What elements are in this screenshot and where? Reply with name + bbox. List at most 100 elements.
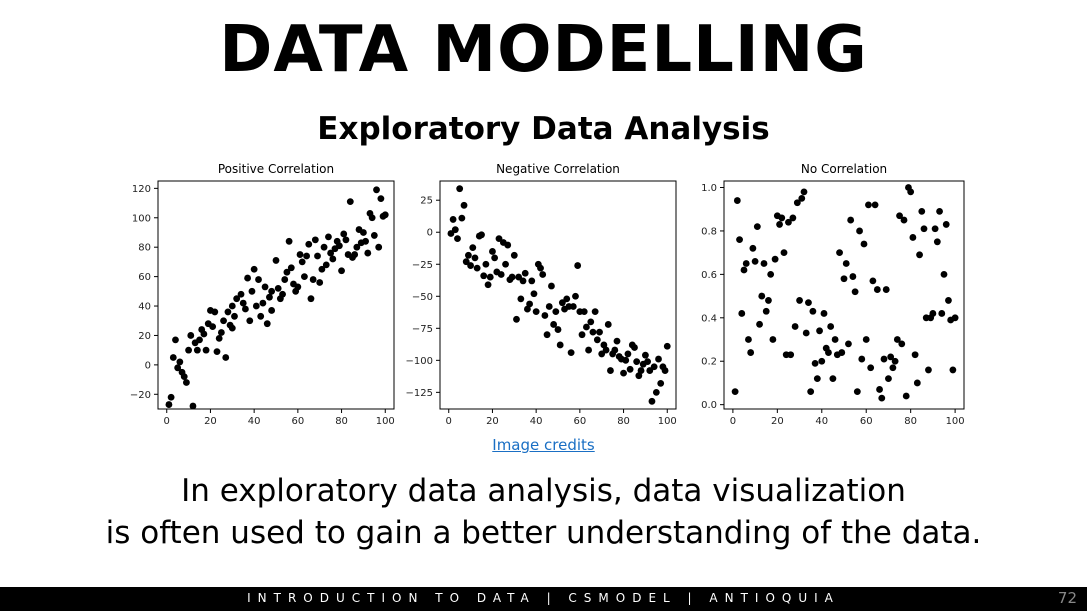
data-point bbox=[622, 356, 630, 364]
data-point bbox=[918, 208, 926, 215]
data-point bbox=[802, 329, 810, 337]
y-tick-label: 0.0 bbox=[701, 400, 717, 411]
data-point bbox=[327, 249, 335, 257]
data-point bbox=[585, 346, 592, 354]
data-point bbox=[239, 299, 247, 307]
plot-frame bbox=[439, 180, 677, 410]
data-point bbox=[550, 321, 558, 328]
data-point bbox=[360, 229, 367, 236]
data-point bbox=[762, 307, 770, 315]
data-point bbox=[880, 355, 888, 363]
data-point bbox=[578, 331, 586, 339]
x-tick-label: 20 bbox=[486, 416, 499, 427]
data-point bbox=[532, 308, 540, 316]
data-point bbox=[911, 351, 919, 359]
data-point bbox=[572, 292, 579, 300]
image-credits-link[interactable]: Image credits bbox=[492, 436, 595, 454]
x-tick-label: 40 bbox=[815, 416, 828, 427]
data-point bbox=[767, 270, 775, 278]
y-tick-label: −20 bbox=[130, 390, 151, 401]
x-tick-label: 0 bbox=[446, 416, 452, 427]
data-point bbox=[945, 297, 952, 304]
data-point bbox=[320, 243, 328, 251]
data-point bbox=[513, 315, 520, 323]
data-point bbox=[222, 354, 230, 361]
y-tick-label: 80 bbox=[138, 243, 151, 254]
data-point bbox=[747, 349, 755, 356]
data-point bbox=[228, 324, 236, 332]
y-tick-label: 0.6 bbox=[701, 270, 717, 281]
data-point bbox=[626, 365, 634, 373]
x-tick-label: 100 bbox=[658, 416, 677, 427]
data-point bbox=[620, 369, 627, 377]
x-tick-label: 0 bbox=[164, 416, 170, 427]
data-point bbox=[515, 273, 523, 281]
data-point bbox=[484, 281, 492, 289]
data-point bbox=[907, 188, 915, 196]
data-point bbox=[736, 236, 743, 244]
data-point bbox=[473, 264, 481, 272]
data-point bbox=[753, 223, 761, 230]
data-point bbox=[370, 232, 378, 239]
x-tick-label: 60 bbox=[291, 416, 304, 427]
y-tick-label: −100 bbox=[406, 356, 433, 367]
data-point bbox=[816, 327, 823, 335]
data-point bbox=[831, 336, 839, 343]
data-point bbox=[593, 336, 601, 344]
data-point bbox=[887, 353, 895, 361]
data-point bbox=[268, 287, 276, 295]
data-point bbox=[793, 199, 801, 207]
data-point bbox=[942, 221, 950, 228]
data-point bbox=[266, 293, 273, 301]
data-point bbox=[381, 211, 389, 219]
data-point bbox=[272, 257, 280, 264]
data-point bbox=[635, 372, 643, 380]
data-point bbox=[611, 346, 619, 354]
data-point bbox=[233, 295, 241, 303]
data-point bbox=[809, 307, 817, 315]
data-point bbox=[652, 388, 660, 396]
data-point bbox=[237, 290, 245, 298]
data-point bbox=[867, 364, 875, 372]
data-point bbox=[530, 290, 538, 298]
data-point bbox=[876, 386, 883, 393]
data-point bbox=[211, 308, 219, 316]
data-point bbox=[655, 355, 662, 363]
data-point bbox=[224, 308, 232, 316]
data-point bbox=[502, 260, 509, 268]
data-point bbox=[309, 276, 317, 283]
data-point bbox=[760, 260, 768, 267]
data-point bbox=[909, 234, 917, 241]
data-point bbox=[933, 238, 941, 246]
data-point bbox=[220, 317, 227, 325]
data-point bbox=[865, 201, 872, 209]
data-point bbox=[663, 342, 671, 350]
x-tick-label: 40 bbox=[248, 416, 261, 427]
y-tick-label: −75 bbox=[412, 324, 433, 335]
data-point bbox=[569, 303, 577, 310]
x-tick-label: 80 bbox=[617, 416, 630, 427]
data-point bbox=[250, 265, 258, 273]
data-point bbox=[631, 344, 638, 351]
data-point bbox=[885, 375, 892, 382]
data-point bbox=[261, 283, 269, 291]
data-point bbox=[545, 303, 553, 310]
data-point bbox=[938, 310, 946, 317]
data-point bbox=[800, 188, 808, 196]
x-tick-label: 20 bbox=[204, 416, 217, 427]
data-point bbox=[342, 236, 350, 244]
data-point bbox=[353, 243, 361, 251]
data-point bbox=[504, 241, 512, 249]
data-point bbox=[648, 397, 656, 405]
data-point bbox=[818, 357, 826, 365]
data-point bbox=[825, 349, 832, 356]
data-point bbox=[362, 237, 369, 245]
data-point bbox=[842, 260, 850, 267]
data-point bbox=[838, 349, 846, 356]
data-point bbox=[314, 252, 321, 260]
data-point bbox=[548, 282, 555, 290]
data-point bbox=[765, 297, 772, 304]
data-point bbox=[318, 265, 326, 273]
data-point bbox=[307, 295, 315, 303]
data-point bbox=[858, 355, 866, 363]
